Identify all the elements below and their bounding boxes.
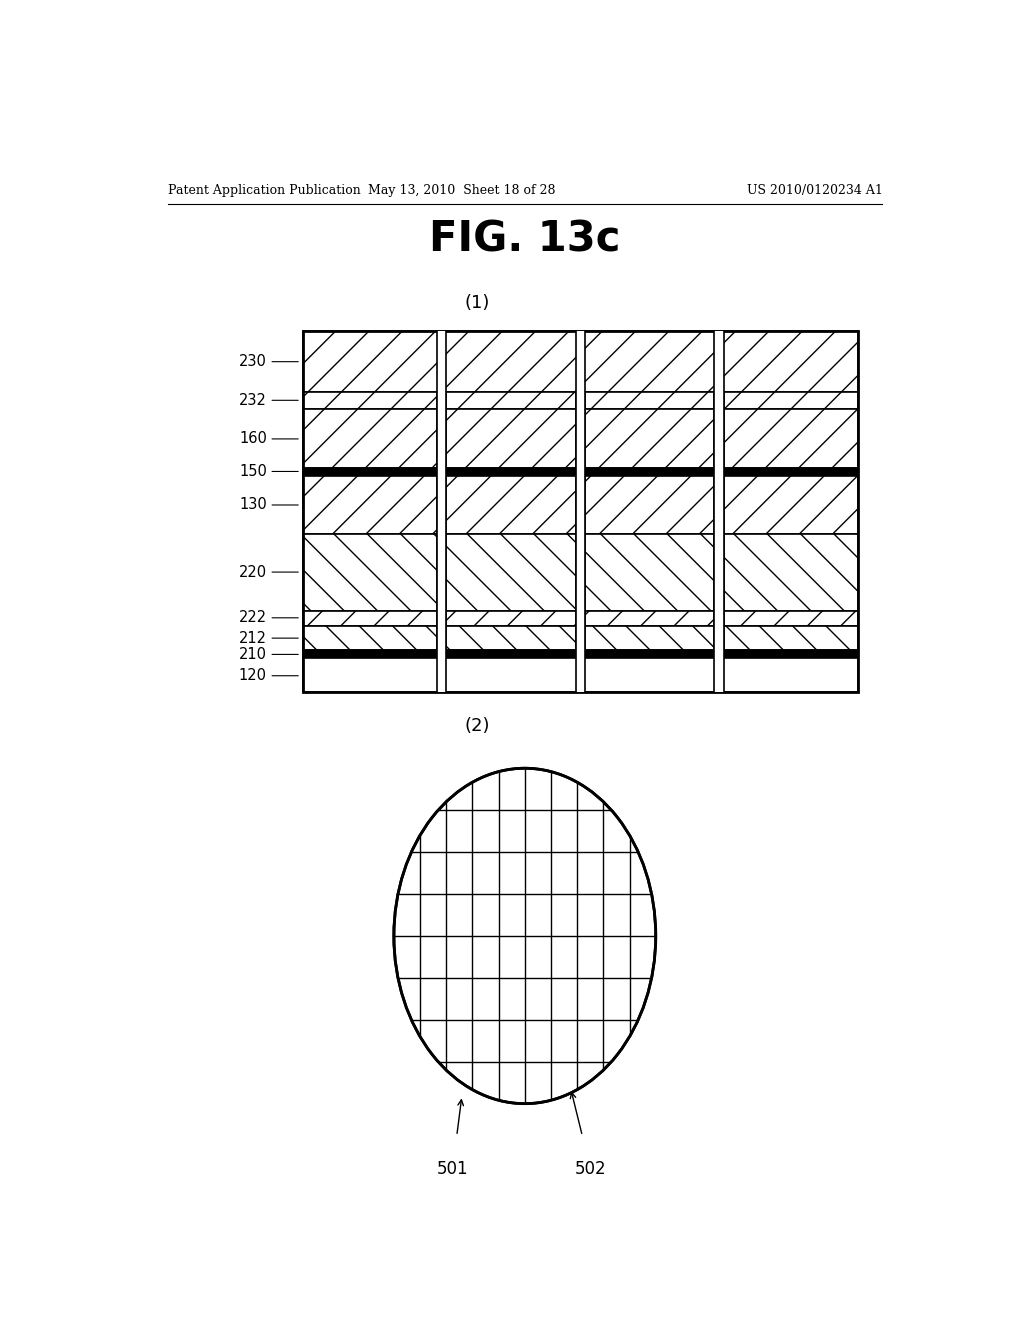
Bar — [446, 392, 575, 409]
Bar — [724, 651, 858, 659]
Bar — [585, 611, 715, 626]
Bar — [446, 651, 575, 659]
Bar — [446, 409, 575, 469]
Bar — [436, 331, 446, 692]
Circle shape — [394, 768, 655, 1104]
Bar — [303, 611, 436, 626]
Bar — [303, 331, 858, 392]
Bar — [724, 409, 858, 469]
Text: May 13, 2010  Sheet 18 of 28: May 13, 2010 Sheet 18 of 28 — [368, 185, 555, 198]
Text: 120: 120 — [239, 668, 267, 684]
Bar — [724, 475, 858, 535]
Circle shape — [394, 768, 655, 1104]
Bar — [303, 331, 858, 692]
Bar — [585, 469, 715, 475]
Bar — [585, 392, 715, 409]
Text: 160: 160 — [239, 432, 267, 446]
Bar — [303, 626, 436, 651]
Bar — [303, 469, 436, 475]
Bar — [585, 475, 715, 535]
Bar — [446, 626, 575, 651]
Text: 502: 502 — [574, 1159, 606, 1177]
Bar — [303, 659, 858, 692]
Bar — [575, 331, 585, 692]
Bar — [585, 535, 715, 611]
Bar — [446, 475, 575, 535]
Text: 212: 212 — [239, 631, 267, 645]
Bar — [585, 409, 715, 469]
Bar — [446, 469, 575, 475]
Text: 150: 150 — [239, 463, 267, 479]
Bar — [585, 626, 715, 651]
Bar — [585, 651, 715, 659]
Bar — [303, 535, 436, 611]
Text: 230: 230 — [239, 354, 267, 370]
Bar — [724, 469, 858, 475]
Text: US 2010/0120234 A1: US 2010/0120234 A1 — [748, 185, 883, 198]
Text: 220: 220 — [239, 565, 267, 579]
Bar — [303, 409, 436, 469]
Bar — [303, 475, 436, 535]
Bar — [724, 392, 858, 409]
Text: 210: 210 — [239, 647, 267, 661]
Bar — [724, 535, 858, 611]
Bar — [446, 611, 575, 626]
Text: (1): (1) — [465, 294, 489, 312]
Text: 501: 501 — [437, 1159, 469, 1177]
Text: 232: 232 — [239, 393, 267, 408]
Text: 130: 130 — [240, 498, 267, 512]
Text: Patent Application Publication: Patent Application Publication — [168, 185, 360, 198]
Text: 222: 222 — [239, 610, 267, 626]
Bar — [724, 626, 858, 651]
Bar — [724, 611, 858, 626]
Bar — [303, 392, 436, 409]
Text: FIG. 13c: FIG. 13c — [429, 219, 621, 261]
Bar — [446, 535, 575, 611]
Bar — [303, 651, 436, 659]
Text: (2): (2) — [465, 717, 489, 734]
Bar — [715, 331, 724, 692]
